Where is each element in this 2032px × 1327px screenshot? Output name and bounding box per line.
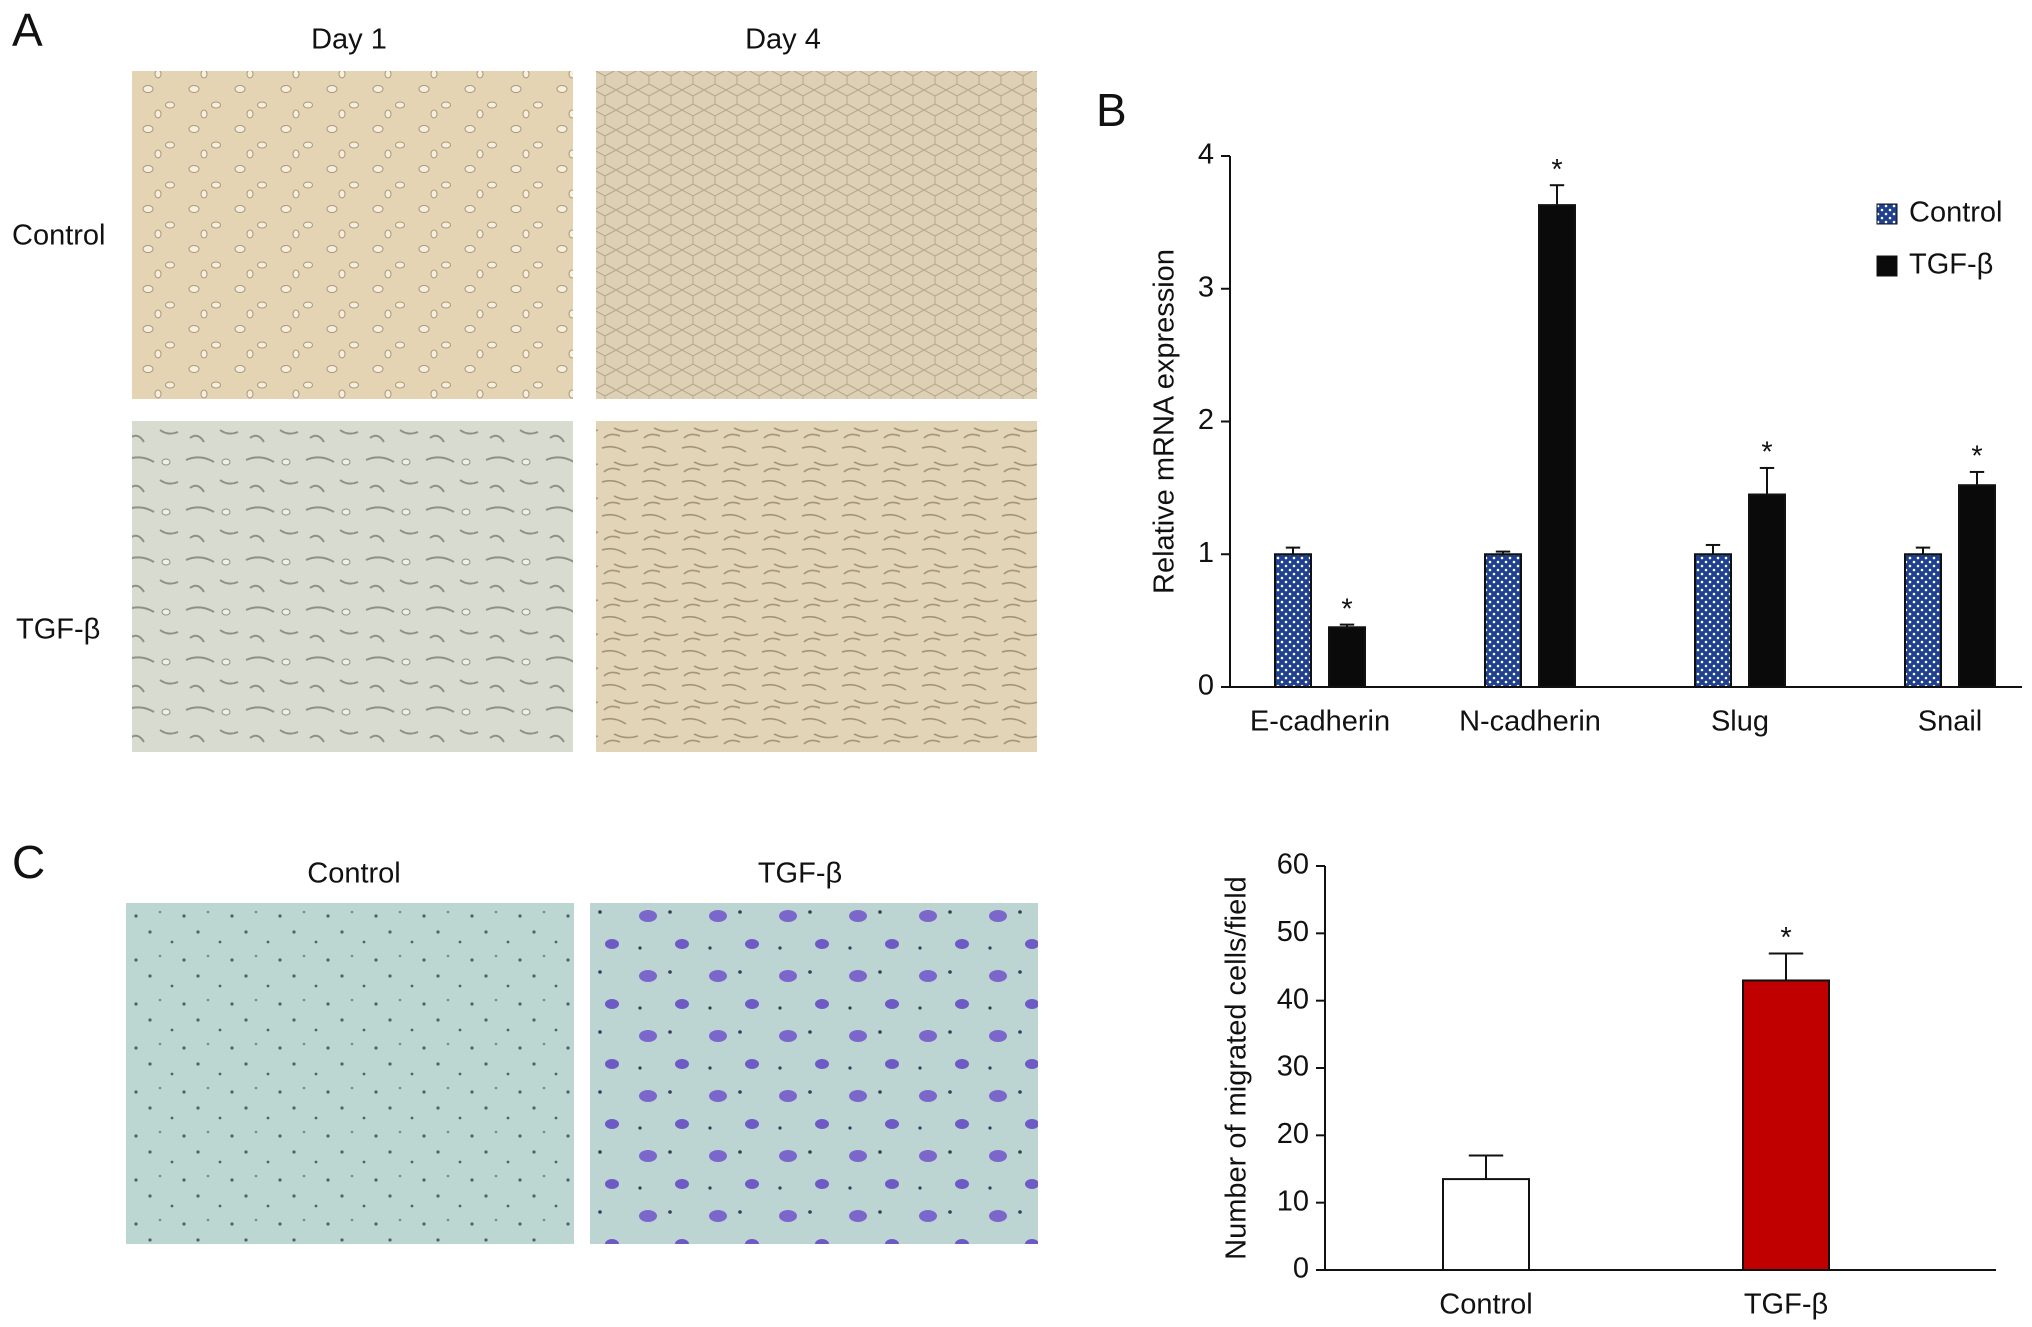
- legend-swatch: [1876, 255, 1898, 277]
- bar: [1442, 1178, 1530, 1271]
- column-label: TGF-β: [758, 858, 842, 890]
- row-label: TGF-β: [16, 614, 100, 646]
- error-bar: [1468, 1154, 1504, 1180]
- significance-mark: *: [1551, 154, 1562, 186]
- bar: [1958, 484, 1996, 688]
- y-tick-label: 60: [1277, 849, 1309, 881]
- micrograph: [590, 903, 1038, 1244]
- x-tick-label: Control: [1439, 1289, 1533, 1321]
- y-axis-title: Number of migrated cells/field: [1221, 876, 1253, 1260]
- x-tick-label: Slug: [1711, 706, 1769, 738]
- bar: [1742, 979, 1830, 1271]
- y-tick-label: 4: [1198, 139, 1214, 171]
- error-bar: [1285, 546, 1301, 555]
- legend-swatch: [1876, 203, 1898, 225]
- error-bar: [1339, 623, 1355, 628]
- column-label: Control: [307, 858, 401, 890]
- y-tick-label: 2: [1198, 404, 1214, 436]
- micrograph: [132, 421, 573, 752]
- significance-mark: *: [1761, 437, 1772, 469]
- error-bar: [1495, 550, 1511, 555]
- micrograph: [132, 71, 573, 399]
- x-tick-label: N-cadherin: [1459, 706, 1601, 738]
- row-label: Control: [12, 220, 106, 252]
- legend-label: Control: [1909, 197, 2003, 229]
- y-tick-label: 0: [1293, 1253, 1309, 1285]
- panel-label: B: [1096, 84, 1127, 136]
- panel-label: A: [12, 4, 43, 56]
- micrograph: [596, 421, 1037, 752]
- significance-mark: *: [1971, 441, 1982, 473]
- bar: [1328, 626, 1366, 689]
- x-tick-label: TGF-β: [1744, 1289, 1828, 1321]
- y-tick-label: 20: [1277, 1118, 1309, 1150]
- error-bar: [1549, 184, 1565, 206]
- error-bar: [1705, 543, 1721, 555]
- error-bar: [1768, 952, 1804, 981]
- bar: [1274, 553, 1312, 688]
- x-tick-label: Snail: [1918, 706, 1983, 738]
- column-label: Day 4: [745, 24, 821, 56]
- bar: [1694, 553, 1732, 688]
- y-tick-label: 50: [1277, 916, 1309, 948]
- legend-label: TGF-β: [1909, 249, 1993, 281]
- bar: [1538, 204, 1576, 688]
- y-tick-label: 30: [1277, 1051, 1309, 1083]
- panel-label: C: [12, 836, 45, 888]
- y-tick-label: 1: [1198, 537, 1214, 569]
- bar: [1904, 553, 1942, 688]
- error-bar: [1915, 546, 1931, 555]
- y-tick-label: 3: [1198, 271, 1214, 303]
- column-label: Day 1: [311, 24, 387, 56]
- significance-mark: *: [1780, 922, 1791, 954]
- x-tick-label: E-cadherin: [1250, 706, 1390, 738]
- bar: [1748, 493, 1786, 689]
- bar: [1484, 553, 1522, 688]
- significance-mark: *: [1341, 593, 1352, 625]
- error-bar: [1759, 466, 1775, 495]
- y-tick-label: 40: [1277, 983, 1309, 1015]
- y-tick-label: 0: [1198, 670, 1214, 702]
- error-bar: [1969, 470, 1985, 486]
- y-tick-label: 10: [1277, 1185, 1309, 1217]
- y-axis-title: Relative mRNA expression: [1149, 249, 1181, 594]
- micrograph: [126, 903, 574, 1244]
- micrograph: [596, 71, 1037, 399]
